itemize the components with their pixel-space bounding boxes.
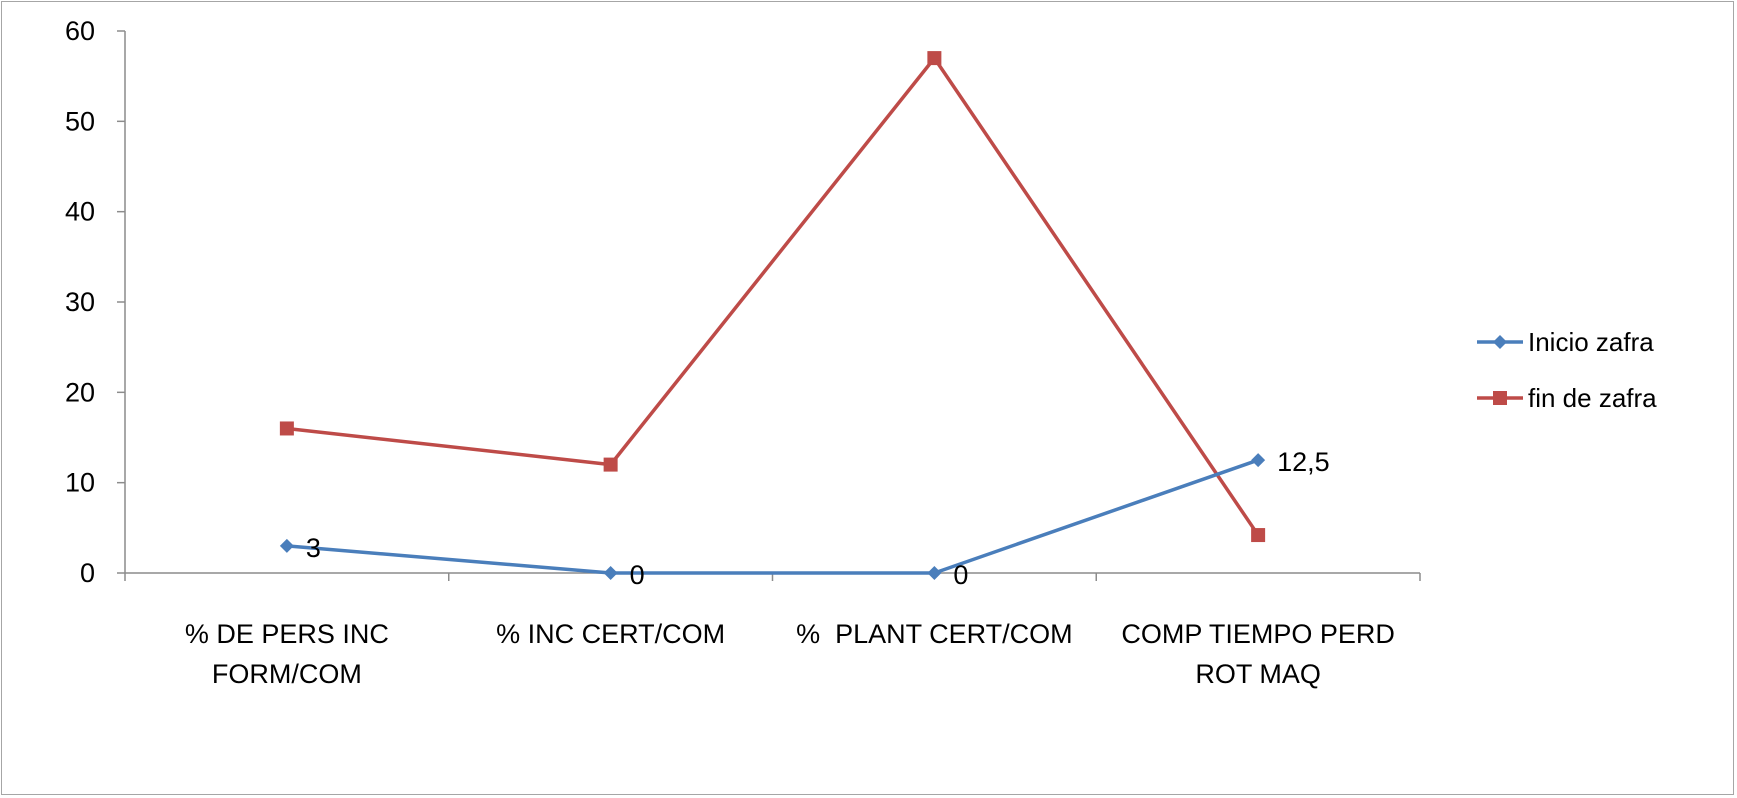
legend-marker (1493, 391, 1507, 405)
y-tick-label: 20 (65, 377, 95, 407)
x-tick-label: % DE PERS INC FORM/COM (185, 619, 389, 689)
data-label: 0 (953, 560, 968, 590)
data-point (927, 566, 942, 580)
data-point (1251, 453, 1266, 468)
y-tick-label: 0 (80, 558, 95, 588)
x-tick-label: % INC CERT/COM (496, 619, 725, 649)
data-point (1251, 528, 1266, 543)
legend-marker (1493, 335, 1507, 349)
legend: Inicio zafra fin de zafra (1477, 327, 1657, 413)
series-line (286, 458, 1259, 575)
data-point (279, 538, 294, 553)
data-labels: 3 0 0 12,5 (306, 447, 1330, 590)
legend-label: fin de zafra (1528, 383, 1657, 413)
y-tick-label: 30 (65, 287, 95, 317)
y-tick-label: 50 (65, 106, 95, 136)
data-label: 12,5 (1277, 447, 1330, 477)
data-point (603, 457, 618, 472)
x-tick-label: COMP TIEMPO PERD ROT MAQ (1121, 619, 1395, 689)
data-point (927, 51, 942, 66)
y-tick-label: 60 (65, 16, 95, 46)
y-tick-label: 10 (65, 468, 95, 498)
legend-label: Inicio zafra (1528, 327, 1654, 357)
data-label: 0 (630, 560, 645, 590)
x-tick-label: % PLANT CERT/COM (796, 619, 1073, 649)
y-tick-label: 40 (65, 197, 95, 227)
series-line (286, 56, 1260, 537)
data-point (279, 421, 294, 436)
data-label: 3 (306, 533, 321, 563)
series-layer (279, 51, 1266, 580)
data-point (603, 566, 618, 580)
